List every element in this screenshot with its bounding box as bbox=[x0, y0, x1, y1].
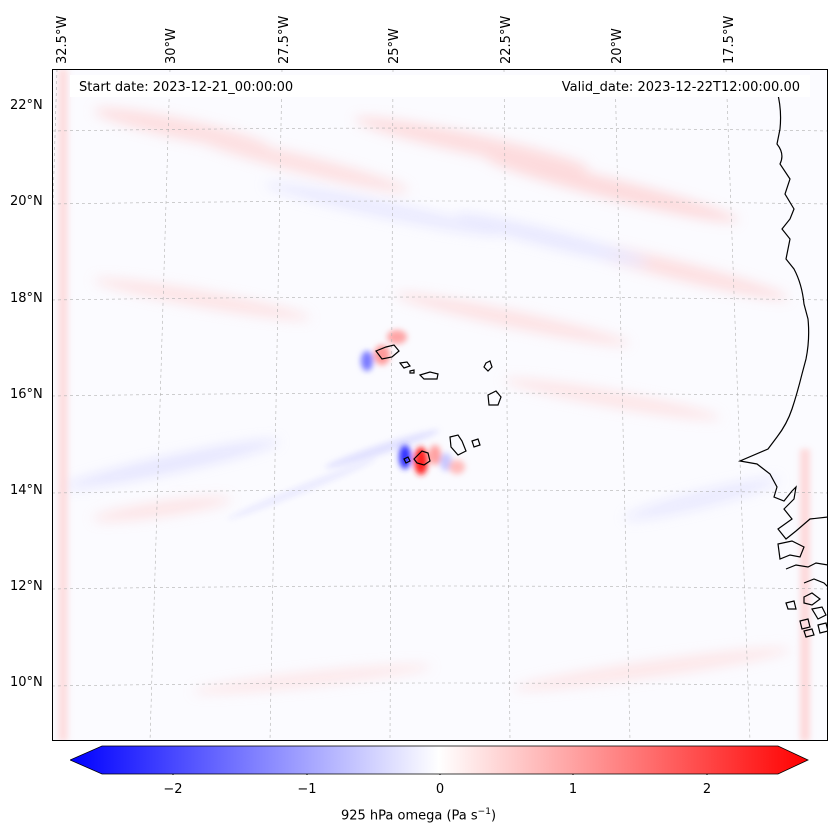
lon-label-25w: 25°W bbox=[387, 28, 402, 64]
map-frame bbox=[52, 69, 828, 741]
lon-label-32-5w: 32.5°W bbox=[55, 15, 70, 64]
lon-label-27-5w: 27.5°W bbox=[277, 15, 292, 64]
lon-label-17-5w: 17.5°W bbox=[722, 15, 737, 64]
island-sao-vicente bbox=[398, 361, 411, 369]
colorbar-tick-0: 0 bbox=[435, 782, 445, 797]
colorbar-ticks bbox=[172, 774, 708, 775]
colorbar-tick-1: 1 bbox=[568, 782, 578, 797]
lat-label-16n: 16°N bbox=[10, 387, 43, 402]
island-santo-antao bbox=[375, 344, 400, 360]
valid-date-text: Valid_date: 2023-12-22T12:00:00.00 bbox=[562, 80, 800, 95]
colorbar-gradient bbox=[70, 745, 809, 775]
lon-label-20w: 20°W bbox=[610, 28, 625, 64]
coastline bbox=[737, 90, 828, 638]
colorbar-tick-neg1: −1 bbox=[297, 782, 317, 797]
lat-label-18n: 18°N bbox=[10, 291, 43, 306]
island-sao-nicolau bbox=[418, 371, 439, 380]
colorbar-tick-2: 2 bbox=[702, 782, 712, 797]
gridlines bbox=[52, 69, 828, 741]
lat-label-14n: 14°N bbox=[10, 483, 43, 498]
map-background bbox=[52, 69, 828, 741]
date-strip bbox=[70, 75, 810, 97]
start-date-text: Start date: 2023-12-21_00:00:00 bbox=[79, 80, 293, 95]
island-santiago bbox=[449, 434, 467, 456]
lat-label-10n: 10°N bbox=[10, 675, 43, 690]
lat-label-20n: 20°N bbox=[10, 194, 43, 209]
island-santa-luzia bbox=[409, 369, 415, 374]
lat-label-12n: 12°N bbox=[10, 579, 43, 594]
colorbar-title: 925 hPa omega (Pa s−1) bbox=[340, 807, 497, 824]
cape-verde-islands bbox=[375, 344, 502, 466]
colorbar-tick-neg2: −2 bbox=[163, 782, 183, 797]
island-sal bbox=[483, 360, 493, 372]
omega-field bbox=[58, 69, 810, 741]
lat-label-22n: 22°N bbox=[10, 98, 43, 113]
island-maio bbox=[471, 438, 481, 448]
island-boa-vista bbox=[487, 390, 502, 406]
colorbar bbox=[70, 745, 809, 775]
island-fogo bbox=[413, 450, 431, 466]
lon-label-30w: 30°W bbox=[164, 28, 179, 64]
lon-label-22-5w: 22.5°W bbox=[499, 15, 514, 64]
island-brava bbox=[403, 456, 411, 464]
omega-map: Start date: 2023-12-21_00:00:00 Valid_da… bbox=[52, 69, 828, 741]
